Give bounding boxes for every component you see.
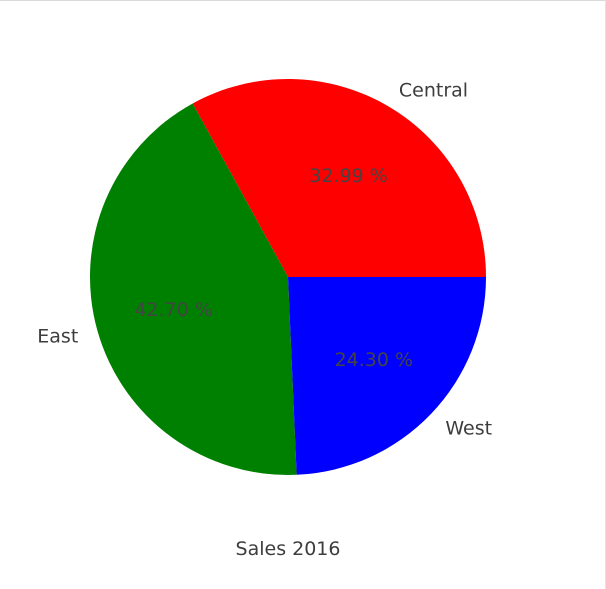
chart-title: Sales 2016 [236,538,341,560]
frame-top-border [0,0,606,1]
pie-slice-east [89,103,297,475]
slice-label-central: Central [399,80,468,102]
slice-label-west: West [445,418,492,440]
slice-label-east: East [37,326,78,348]
slice-percent-west: 24.30 % [335,349,414,371]
slice-percent-east: 42.70 % [134,299,213,321]
pie-slice-central [192,79,486,277]
slice-percent-central: 32.99 % [309,165,388,187]
pie-slice-west [288,277,486,475]
